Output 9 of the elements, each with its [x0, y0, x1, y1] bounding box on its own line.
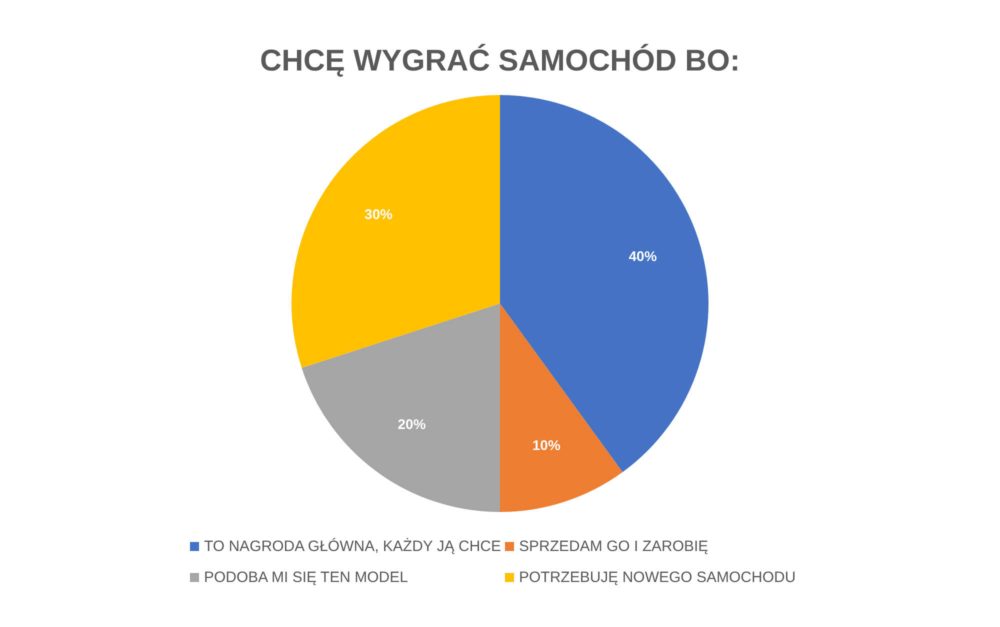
data-label: 30%: [364, 206, 394, 222]
legend-label: PODOBA MI SIĘ TEN MODEL: [204, 569, 408, 586]
legend-label: SPRZEDAM GO I ZAROBIĘ: [519, 538, 708, 555]
legend-label: POTRZEBUJĘ NOWEGO SAMOCHODU: [519, 569, 796, 586]
chart-title: CHCĘ WYGRAĆ SAMOCHÓD BO:: [260, 43, 740, 78]
data-label: 10%: [532, 437, 561, 454]
data-label: 20%: [398, 416, 426, 432]
legend-label: TO NAGRODA GŁÓWNA, KAŻDY JĄ CHCE: [204, 538, 501, 555]
data-label: 40%: [628, 248, 658, 264]
